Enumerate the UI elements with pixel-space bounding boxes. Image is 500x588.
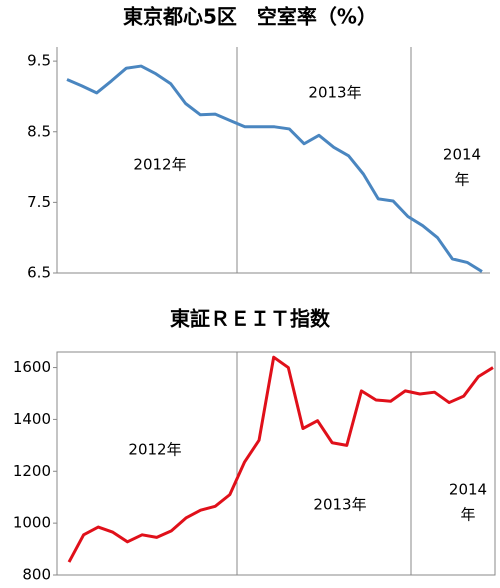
y-tick-label: 1200	[13, 462, 51, 480]
annotation: 2014	[449, 481, 487, 499]
annotation: 2013年	[313, 496, 366, 514]
chart-title: 東京都心5区 空室率（%）	[123, 5, 377, 29]
y-tick-label: 1600	[13, 358, 51, 376]
line-series	[66, 64, 483, 273]
annotation: 年	[460, 506, 475, 524]
line-series	[67, 355, 494, 563]
y-tick-label: 1400	[13, 410, 51, 428]
annotation: 年	[454, 171, 469, 189]
y-tick-label: 6.5	[27, 264, 51, 282]
annotation: 2014	[443, 146, 481, 164]
y-tick-label: 7.5	[27, 193, 51, 211]
y-tick-label: 8.5	[27, 122, 51, 140]
y-tick-label: 800	[22, 566, 51, 584]
annotation: 2013年	[308, 84, 361, 102]
annotation: 2012年	[128, 441, 181, 459]
chart-title: 東証ＲＥＩＴ指数	[170, 307, 331, 331]
y-tick-label: 1000	[13, 514, 51, 532]
annotation: 2012年	[133, 156, 186, 174]
plot-frame	[56, 351, 496, 576]
y-tick-label: 9.5	[27, 52, 51, 70]
